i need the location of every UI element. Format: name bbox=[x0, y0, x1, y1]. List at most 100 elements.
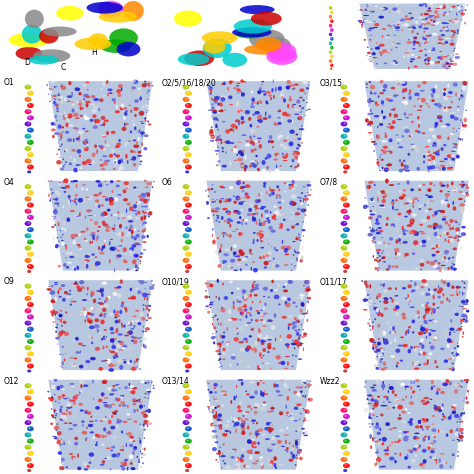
Ellipse shape bbox=[456, 128, 461, 131]
Ellipse shape bbox=[365, 381, 366, 383]
Ellipse shape bbox=[215, 350, 221, 353]
Ellipse shape bbox=[210, 135, 215, 136]
Ellipse shape bbox=[220, 424, 222, 427]
Ellipse shape bbox=[399, 430, 401, 432]
Ellipse shape bbox=[186, 91, 189, 93]
Ellipse shape bbox=[343, 190, 350, 195]
Ellipse shape bbox=[245, 308, 247, 312]
Ellipse shape bbox=[56, 410, 57, 411]
Ellipse shape bbox=[340, 121, 347, 127]
Ellipse shape bbox=[86, 2, 123, 14]
Ellipse shape bbox=[126, 209, 127, 213]
Ellipse shape bbox=[285, 386, 289, 388]
Ellipse shape bbox=[424, 13, 428, 15]
Ellipse shape bbox=[343, 252, 350, 257]
Ellipse shape bbox=[331, 20, 332, 21]
Ellipse shape bbox=[434, 360, 437, 364]
Ellipse shape bbox=[238, 201, 244, 205]
Ellipse shape bbox=[144, 447, 146, 451]
Ellipse shape bbox=[258, 140, 260, 143]
Ellipse shape bbox=[395, 287, 397, 290]
Ellipse shape bbox=[113, 365, 117, 366]
Ellipse shape bbox=[283, 160, 288, 161]
Ellipse shape bbox=[101, 88, 102, 91]
Ellipse shape bbox=[374, 267, 378, 270]
Ellipse shape bbox=[212, 239, 216, 245]
Ellipse shape bbox=[301, 126, 303, 127]
Ellipse shape bbox=[371, 395, 374, 400]
Ellipse shape bbox=[372, 100, 373, 101]
Ellipse shape bbox=[52, 237, 55, 240]
Polygon shape bbox=[359, 4, 465, 69]
Ellipse shape bbox=[216, 237, 219, 239]
Ellipse shape bbox=[301, 246, 303, 249]
Ellipse shape bbox=[102, 346, 104, 350]
Ellipse shape bbox=[445, 41, 448, 44]
Ellipse shape bbox=[431, 155, 435, 160]
Ellipse shape bbox=[261, 357, 264, 358]
Ellipse shape bbox=[241, 202, 247, 204]
Ellipse shape bbox=[344, 352, 347, 354]
Ellipse shape bbox=[55, 449, 60, 450]
Ellipse shape bbox=[456, 352, 458, 356]
Ellipse shape bbox=[233, 87, 236, 89]
Ellipse shape bbox=[214, 96, 219, 100]
Ellipse shape bbox=[56, 107, 59, 110]
Ellipse shape bbox=[343, 215, 350, 220]
Ellipse shape bbox=[211, 336, 215, 339]
Ellipse shape bbox=[54, 86, 55, 88]
Ellipse shape bbox=[136, 217, 139, 219]
Ellipse shape bbox=[395, 400, 401, 401]
Ellipse shape bbox=[142, 229, 145, 232]
Ellipse shape bbox=[237, 211, 241, 215]
Ellipse shape bbox=[54, 394, 56, 395]
Ellipse shape bbox=[209, 400, 210, 401]
Ellipse shape bbox=[440, 265, 446, 266]
Ellipse shape bbox=[454, 48, 456, 49]
Ellipse shape bbox=[444, 303, 449, 304]
Ellipse shape bbox=[430, 19, 433, 21]
Ellipse shape bbox=[438, 287, 443, 292]
Ellipse shape bbox=[249, 382, 255, 383]
Ellipse shape bbox=[123, 325, 126, 328]
Ellipse shape bbox=[293, 420, 298, 421]
Ellipse shape bbox=[344, 340, 347, 342]
Ellipse shape bbox=[253, 268, 258, 273]
Ellipse shape bbox=[106, 184, 109, 185]
Ellipse shape bbox=[407, 18, 412, 20]
Ellipse shape bbox=[301, 303, 305, 305]
Ellipse shape bbox=[121, 232, 124, 237]
Ellipse shape bbox=[344, 409, 346, 410]
Ellipse shape bbox=[137, 151, 141, 154]
Ellipse shape bbox=[446, 197, 448, 199]
Ellipse shape bbox=[414, 42, 417, 43]
Ellipse shape bbox=[261, 206, 266, 208]
Ellipse shape bbox=[126, 227, 128, 229]
Ellipse shape bbox=[275, 436, 280, 437]
Ellipse shape bbox=[262, 402, 267, 406]
Ellipse shape bbox=[298, 336, 300, 339]
Ellipse shape bbox=[39, 28, 59, 44]
Ellipse shape bbox=[431, 428, 437, 432]
Ellipse shape bbox=[186, 253, 189, 255]
Ellipse shape bbox=[404, 254, 406, 258]
Ellipse shape bbox=[48, 180, 49, 182]
Ellipse shape bbox=[218, 128, 219, 130]
Ellipse shape bbox=[303, 235, 304, 237]
Ellipse shape bbox=[381, 349, 387, 352]
Ellipse shape bbox=[214, 236, 217, 240]
Ellipse shape bbox=[285, 153, 288, 158]
Ellipse shape bbox=[452, 146, 456, 147]
Ellipse shape bbox=[277, 111, 279, 112]
Ellipse shape bbox=[94, 443, 95, 446]
Ellipse shape bbox=[368, 120, 373, 125]
Ellipse shape bbox=[297, 165, 299, 166]
Ellipse shape bbox=[408, 349, 411, 354]
Ellipse shape bbox=[53, 409, 56, 412]
Ellipse shape bbox=[217, 216, 219, 219]
Ellipse shape bbox=[138, 461, 140, 463]
Ellipse shape bbox=[402, 287, 406, 290]
Ellipse shape bbox=[287, 414, 290, 416]
Ellipse shape bbox=[388, 407, 389, 410]
Ellipse shape bbox=[114, 268, 115, 273]
